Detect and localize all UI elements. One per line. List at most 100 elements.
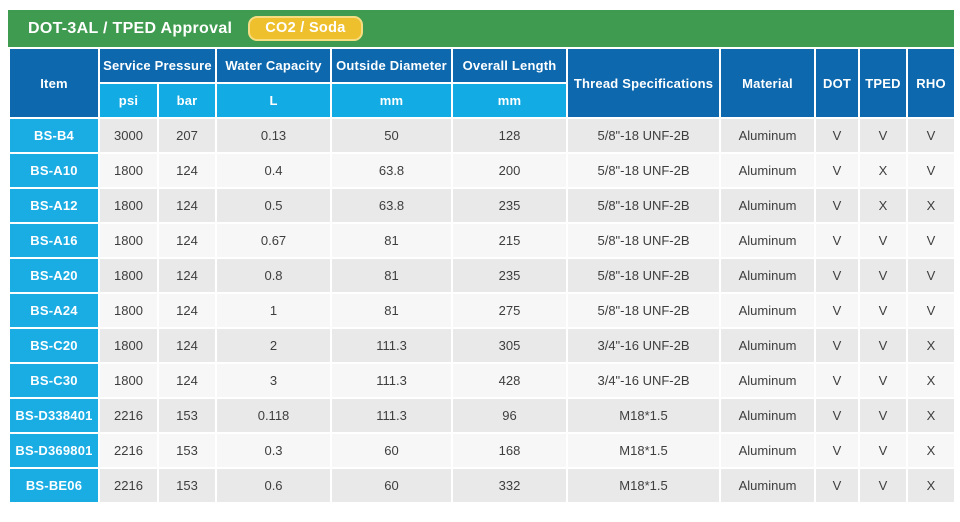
outside-diameter-cell: 111.3 xyxy=(330,362,454,399)
table-row: BS-D338401 2216 153 0.118 111.3 96 M18*1.5 Alum… xyxy=(8,397,957,434)
overall-length-cell: 332 xyxy=(451,467,569,504)
spec-table-header: Item Service Pressure Water Capacity Out… xyxy=(8,47,957,119)
overall-length-cell: 305 xyxy=(451,327,569,364)
outside-diameter-cell: 60 xyxy=(330,467,454,504)
material-cell: Aluminum xyxy=(719,222,817,259)
col-header-service-pressure: Service Pressure xyxy=(97,47,218,84)
header-unit-row: psi bar L mm mm xyxy=(9,82,955,119)
water-capacity-cell: 3 xyxy=(215,362,333,399)
water-capacity-cell: 2 xyxy=(215,327,333,364)
tped-cell: V xyxy=(858,257,909,294)
rho-cell: V xyxy=(906,257,957,294)
dot-cell: V xyxy=(814,152,861,189)
tped-cell: V xyxy=(858,117,909,154)
outside-diameter-cell: 50 xyxy=(330,117,454,154)
material-cell: Aluminum xyxy=(719,467,817,504)
table-row: BS-A24 1800 124 1 81 275 5/8"-18 UNF-2B Aluminu… xyxy=(8,292,957,329)
rho-cell: V xyxy=(906,222,957,259)
page-title: DOT-3AL / TPED Approval xyxy=(28,19,233,37)
thread-cell: M18*1.5 xyxy=(566,432,722,469)
rho-cell: X xyxy=(906,432,957,469)
tped-cell: V xyxy=(858,292,909,329)
rho-cell: V xyxy=(906,292,957,329)
psi-cell: 1800 xyxy=(98,152,159,189)
rho-cell: V xyxy=(906,152,957,189)
tped-cell: V xyxy=(858,467,909,504)
table-row: BS-A10 1800 124 0.4 63.8 200 5/8"-18 UNF-2B Alu… xyxy=(8,152,957,189)
item-cell: BS-A12 xyxy=(8,187,100,224)
col-header-dot: DOT xyxy=(814,47,861,119)
material-cell: Aluminum xyxy=(719,432,817,469)
water-capacity-cell: 0.3 xyxy=(215,432,333,469)
dot-cell: V xyxy=(814,257,861,294)
col-header-overall-length: Overall Length xyxy=(451,47,569,84)
bar-cell: 124 xyxy=(156,292,218,329)
dot-cell: V xyxy=(814,222,861,259)
material-cell: Aluminum xyxy=(719,257,817,294)
water-capacity-cell: 0.6 xyxy=(215,467,333,504)
overall-length-cell: 200 xyxy=(451,152,569,189)
col-header-item: Item xyxy=(8,47,100,119)
item-cell: BS-D369801 xyxy=(8,432,100,469)
bar-cell: 124 xyxy=(156,187,218,224)
unit-header-overall-length-mm: mm xyxy=(451,82,569,119)
item-cell: BS-D338401 xyxy=(8,397,100,434)
bar-cell: 124 xyxy=(156,362,218,399)
outside-diameter-cell: 63.8 xyxy=(330,152,454,189)
col-header-water-capacity: Water Capacity xyxy=(215,47,333,84)
outside-diameter-cell: 111.3 xyxy=(330,397,454,434)
material-cell: Aluminum xyxy=(719,117,817,154)
item-cell: BS-C30 xyxy=(8,362,100,399)
tped-cell: X xyxy=(858,152,909,189)
rho-cell: X xyxy=(906,327,957,364)
bar-cell: 207 xyxy=(156,117,218,154)
unit-header-outside-diameter-mm: mm xyxy=(330,82,454,119)
psi-cell: 1800 xyxy=(98,292,159,329)
overall-length-cell: 128 xyxy=(451,117,569,154)
outside-diameter-cell: 63.8 xyxy=(330,187,454,224)
rho-cell: X xyxy=(906,467,957,504)
water-capacity-cell: 0.8 xyxy=(215,257,333,294)
dot-cell: V xyxy=(814,362,861,399)
item-cell: BS-B4 xyxy=(8,117,100,154)
tped-cell: V xyxy=(858,362,909,399)
overall-length-cell: 96 xyxy=(451,397,569,434)
rho-cell: V xyxy=(906,117,957,154)
unit-header-bar: bar xyxy=(156,82,218,119)
dot-cell: V xyxy=(814,467,861,504)
dot-cell: V xyxy=(814,187,861,224)
rho-cell: X xyxy=(906,397,957,434)
psi-cell: 1800 xyxy=(98,187,159,224)
spec-table: Item Service Pressure Water Capacity Out… xyxy=(8,47,957,504)
bar-cell: 153 xyxy=(156,397,218,434)
psi-cell: 1800 xyxy=(98,362,159,399)
material-cell: Aluminum xyxy=(719,187,817,224)
psi-cell: 3000 xyxy=(98,117,159,154)
overall-length-cell: 428 xyxy=(451,362,569,399)
thread-cell: 5/8"-18 UNF-2B xyxy=(566,117,722,154)
overall-length-cell: 235 xyxy=(451,187,569,224)
spec-table-body: BS-B4 3000 207 0.13 50 128 5/8"-18 UNF-2B Alumi… xyxy=(8,117,957,504)
thread-cell: 5/8"-18 UNF-2B xyxy=(566,257,722,294)
psi-cell: 1800 xyxy=(98,222,159,259)
unit-header-psi: psi xyxy=(98,82,159,119)
thread-cell: 5/8"-18 UNF-2B xyxy=(566,152,722,189)
water-capacity-cell: 0.5 xyxy=(215,187,333,224)
outside-diameter-cell: 81 xyxy=(330,222,454,259)
material-cell: Aluminum xyxy=(719,362,817,399)
unit-header-water-capacity-l: L xyxy=(215,82,333,119)
outside-diameter-cell: 81 xyxy=(330,292,454,329)
thread-cell: 3/4"-16 UNF-2B xyxy=(566,362,722,399)
bar-cell: 124 xyxy=(156,152,218,189)
rho-cell: X xyxy=(906,362,957,399)
psi-cell: 2216 xyxy=(98,467,159,504)
tped-cell: V xyxy=(858,397,909,434)
dot-cell: V xyxy=(814,117,861,154)
table-row: BS-A16 1800 124 0.67 81 215 5/8"-18 UNF-2B Alum… xyxy=(8,222,957,259)
bar-cell: 124 xyxy=(156,327,218,364)
psi-cell: 2216 xyxy=(98,432,159,469)
col-header-thread-specifications: Thread Specifications xyxy=(566,47,722,119)
bar-cell: 153 xyxy=(156,467,218,504)
bar-cell: 153 xyxy=(156,432,218,469)
